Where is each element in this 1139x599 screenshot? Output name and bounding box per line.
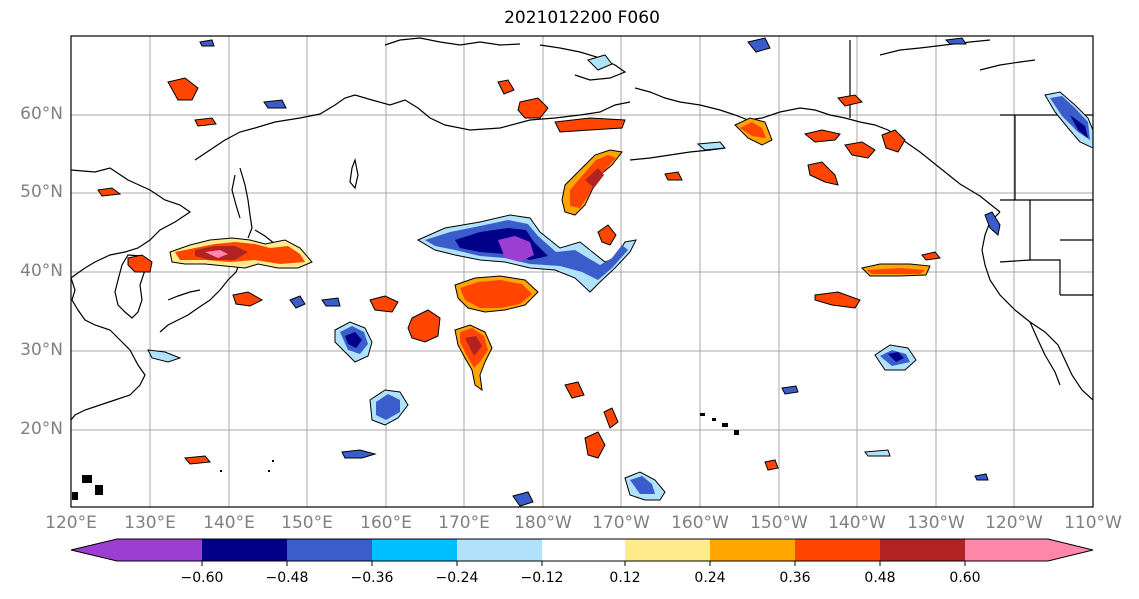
colorbar-swatch-4 (457, 539, 542, 561)
map-frame (70, 35, 1094, 508)
lon-label-140e: 140°E (203, 513, 255, 533)
positive-anomaly-japan (127, 237, 313, 273)
lat-label-20n: 20°N (20, 419, 63, 439)
colorbar-swatch-10 (965, 539, 1093, 561)
colorbar-swatch-8 (795, 539, 880, 561)
negative-anomaly-central-pacific (416, 214, 637, 293)
lon-label-110w: 110°W (1064, 513, 1122, 533)
map-title: 2021012200 F060 (504, 8, 660, 28)
colorbar-swatch-6 (625, 539, 710, 561)
lon-label-130w: 130°W (907, 513, 965, 533)
colorbar-swatch-3 (372, 539, 457, 561)
colorbar-swatch-5 (542, 539, 625, 561)
colorbar-tick-label: −0.60 (180, 570, 224, 586)
colorbar-tick-label: 0.60 (949, 570, 981, 586)
colorbar-swatch-9 (880, 539, 965, 561)
colorbar-tick-label: 0.36 (779, 570, 811, 586)
colorbar-tick-label: 0.24 (694, 570, 726, 586)
lat-label-50n: 50°N (20, 182, 63, 202)
colorbar (70, 538, 1094, 566)
positive-anomaly-scattered (97, 77, 941, 471)
lat-label-30n: 30°N (20, 340, 63, 360)
map-plot-area (71, 36, 1093, 507)
negative-anomaly-west-small (147, 37, 1093, 507)
colorbar-tick-label: −0.24 (435, 570, 479, 586)
colorbar-tick-label: −0.48 (265, 570, 309, 586)
lon-label-170w: 170°W (592, 513, 650, 533)
lon-label-180w: 180°W (514, 513, 572, 533)
colorbar-tick-label: −0.36 (350, 570, 394, 586)
colorbar-swatch-0 (71, 539, 202, 561)
lon-label-120e: 120°E (45, 513, 97, 533)
lon-label-170e: 170°E (438, 513, 490, 533)
islands (72, 413, 739, 500)
colorbar-swatch-1 (202, 539, 287, 561)
lon-label-150e: 150°E (281, 513, 333, 533)
lat-label-40n: 40°N (20, 261, 63, 281)
graticule (71, 36, 1093, 507)
colorbar-swatch-2 (287, 539, 372, 561)
colorbar-tick-label: 0.12 (609, 570, 641, 586)
lon-label-160w: 160°W (671, 513, 729, 533)
colorbar-tick-label: 0.48 (864, 570, 896, 586)
colorbar-swatch-7 (710, 539, 795, 561)
lon-label-160e: 160°E (360, 513, 412, 533)
colorbar-tick-label: −0.12 (520, 570, 564, 586)
lon-label-120w: 120°W (985, 513, 1043, 533)
lat-label-60n: 60°N (20, 104, 63, 124)
lon-label-140w: 140°W (828, 513, 886, 533)
lon-label-130e: 130°E (124, 513, 176, 533)
lon-label-150w: 150°W (750, 513, 808, 533)
